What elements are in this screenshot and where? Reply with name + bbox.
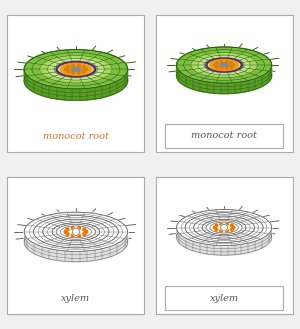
Circle shape [84,68,87,71]
Circle shape [220,67,223,70]
Polygon shape [24,69,127,100]
Ellipse shape [206,221,242,235]
Circle shape [230,62,233,64]
Circle shape [226,223,228,225]
Circle shape [77,71,80,74]
Ellipse shape [60,63,92,75]
Circle shape [230,66,233,68]
Ellipse shape [177,47,272,83]
Circle shape [78,227,80,230]
FancyBboxPatch shape [156,177,292,314]
Polygon shape [24,222,127,262]
Ellipse shape [206,58,242,72]
Circle shape [226,67,228,70]
Circle shape [72,228,80,236]
Polygon shape [177,219,272,255]
FancyBboxPatch shape [156,15,292,152]
Circle shape [71,64,74,67]
Circle shape [226,61,228,63]
Ellipse shape [194,216,254,239]
Circle shape [83,233,86,236]
Circle shape [232,226,235,229]
Ellipse shape [24,50,127,89]
Ellipse shape [210,222,238,233]
Circle shape [85,230,88,233]
Circle shape [215,66,218,68]
Circle shape [71,71,74,74]
Ellipse shape [40,56,112,83]
Polygon shape [177,58,272,93]
Ellipse shape [204,58,244,73]
Circle shape [220,230,223,232]
Polygon shape [177,228,272,255]
Ellipse shape [184,50,265,80]
Circle shape [230,224,233,227]
FancyBboxPatch shape [8,177,144,314]
Circle shape [221,224,227,231]
Circle shape [220,61,223,63]
Circle shape [64,230,67,233]
Circle shape [82,65,85,68]
Circle shape [64,68,68,71]
Circle shape [232,64,235,66]
Circle shape [220,223,223,225]
Polygon shape [177,65,272,93]
Ellipse shape [191,52,257,78]
Text: monocot root: monocot root [43,132,109,141]
Circle shape [78,234,80,237]
Circle shape [77,64,80,67]
Circle shape [215,62,218,64]
Ellipse shape [52,223,100,241]
Circle shape [215,228,218,231]
Circle shape [67,70,69,73]
Ellipse shape [34,216,118,248]
FancyBboxPatch shape [165,124,283,147]
Ellipse shape [60,226,92,238]
Ellipse shape [202,219,246,236]
Text: xylem: xylem [61,294,91,303]
Ellipse shape [54,61,98,78]
Ellipse shape [177,210,272,246]
Circle shape [226,230,228,232]
Circle shape [82,70,85,73]
Circle shape [230,228,233,231]
Circle shape [71,227,74,230]
Ellipse shape [43,219,109,244]
FancyBboxPatch shape [165,286,283,310]
Circle shape [213,226,216,229]
Circle shape [66,233,69,236]
Polygon shape [24,61,127,100]
Ellipse shape [56,62,96,77]
Ellipse shape [56,224,96,239]
Ellipse shape [219,63,229,67]
Ellipse shape [24,212,127,251]
Ellipse shape [198,55,250,75]
Circle shape [83,228,86,231]
Ellipse shape [185,213,263,242]
Circle shape [215,224,218,227]
Text: monocot root: monocot root [191,131,257,140]
Ellipse shape [47,59,104,80]
Ellipse shape [32,53,120,86]
FancyBboxPatch shape [8,15,144,152]
Ellipse shape [210,60,238,70]
Circle shape [71,234,74,237]
Ellipse shape [71,67,81,71]
Circle shape [67,65,69,68]
Polygon shape [24,232,127,262]
Circle shape [214,64,216,66]
Text: xylem: xylem [209,294,239,303]
Circle shape [66,228,69,231]
